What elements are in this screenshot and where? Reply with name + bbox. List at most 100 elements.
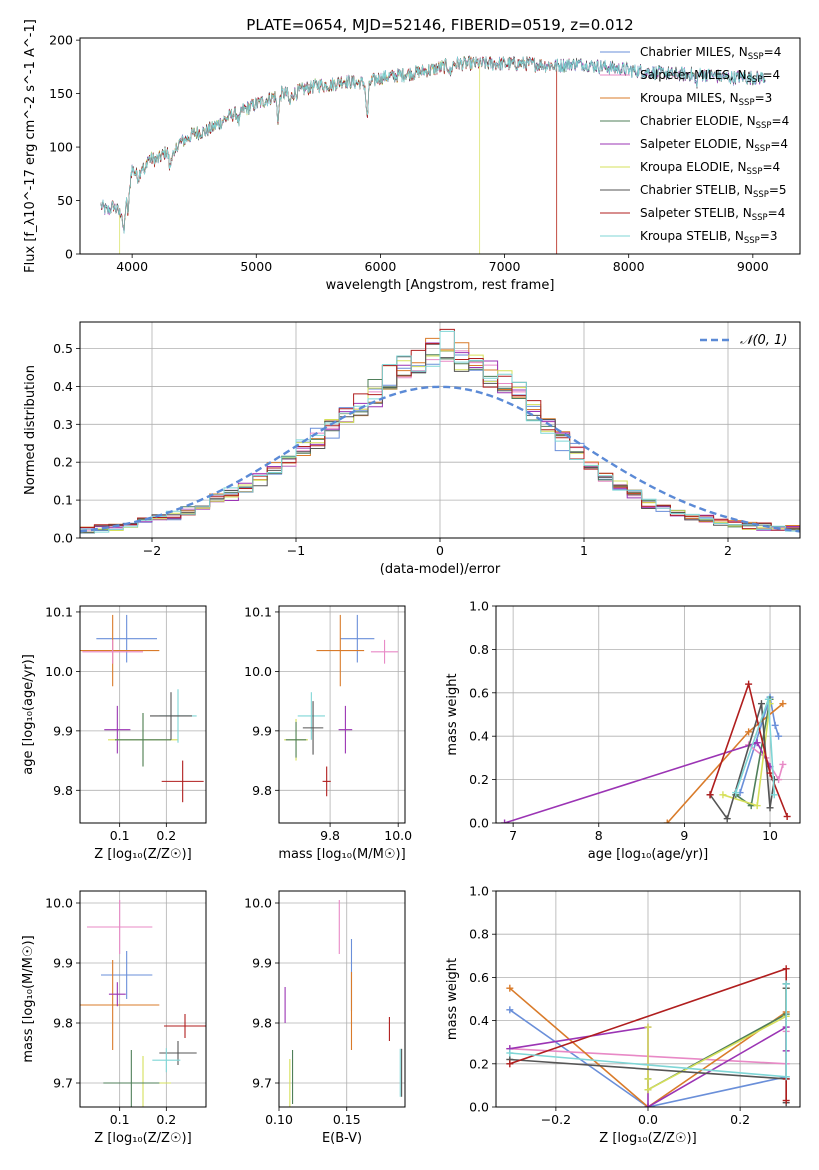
errorbar-point [82,639,143,664]
weight-marker [663,819,671,823]
x-tick-label: 0 [436,543,444,558]
y-tick-label: 10.1 [45,604,73,619]
mass-weight-vs-z-plot-area [506,965,790,1107]
y-tick-label: 9.8 [53,1016,73,1031]
legend-label: Salpeter STELIB, NSSP=4 [640,206,785,223]
x-tick-label: 0.2 [730,1112,750,1127]
errorbar-point [80,960,160,1050]
x-tick-label: 0.2 [156,1112,176,1127]
y-tick-label: 10.0 [244,896,272,911]
axes-frame [495,605,801,824]
weight-marker [501,819,509,823]
y-tick-label: 9.8 [53,783,73,798]
gaussian-curve [80,385,800,533]
weight-marker [506,1060,514,1068]
weight-marker [506,984,514,992]
axes-frame [278,605,406,824]
weight-marker [757,700,765,708]
y-tick-label: 10.0 [45,896,73,911]
weight-marker [506,1006,514,1014]
y-axis-label: mass weight [445,958,460,1040]
y-tick-label: 9.8 [252,783,272,798]
age-vs-mass-panel: 9.8 10.0 9.8 9.9 10.0 10.1 mass [log₁₀(M/M☉)] [244,604,412,862]
weight-marker [723,815,731,823]
legend-label: Kroupa ELODIE, NSSP=4 [640,160,780,177]
weight-marker [753,802,761,810]
legend-label: Kroupa MILES, NSSP=3 [640,91,772,108]
mass-weight-vs-z-panel: −0.2 0.0 0.2 0.0 0.2 0.4 0.6 0.8 1.0 Z [log₁₀(Z/Z… [445,884,801,1146]
y-tick-label: 10.0 [45,664,73,679]
axes-frame [79,890,207,1108]
weight-marker [506,1049,514,1057]
y-tick-label: 200 [49,33,73,48]
legend-label: Salpeter MILES, NSSP=4 [640,68,780,85]
x-tick-label: 0.15 [333,1112,361,1127]
weight-marker [783,812,791,820]
x-tick-label: 9.8 [320,828,340,843]
y-axis-label: age [log₁₀(age/yr)] [21,654,36,775]
weight-marker [719,791,727,799]
legend-label: Chabrier STELIB, NSSP=5 [640,183,787,200]
mass-weight-vs-age-panel: 7 8 9 10 0.0 0.2 0.4 0.6 0.8 1.0 age [log₁₀(age/yr… [445,599,801,862]
y-tick-label: 100 [49,140,73,155]
x-tick-label: 0.2 [156,828,176,843]
axes-frame [278,890,406,1108]
x-tick-label: 7000 [489,259,521,274]
x-tick-label: 5000 [240,259,272,274]
x-tick-label: −2 [143,543,161,558]
y-tick-label: 9.7 [252,1076,272,1091]
legend-label: Chabrier ELODIE, NSSP=4 [640,114,789,131]
weight-marker [782,965,790,973]
x-tick-label: 8000 [613,259,645,274]
y-tick-label: 1.0 [469,884,489,899]
x-axis-label: wavelength [Angstrom, rest frame] [326,278,555,293]
x-tick-label: 0.1 [110,828,130,843]
residuals-plot-area [80,328,800,538]
y-tick-label: 0.3 [53,417,73,432]
weight-marker [745,680,753,688]
x-tick-label: −1 [287,543,305,558]
weight-line [709,681,788,817]
y-tick-label: 0.2 [469,1056,489,1071]
errorbar-point [302,701,324,755]
weight-marker [766,700,774,708]
y-tick-label: 0.0 [469,816,489,831]
x-tick-label: 7 [509,828,517,843]
weight-marker [745,728,753,736]
y-tick-label: 0.2 [469,772,489,787]
axes-frame [79,37,801,255]
x-tick-label: 2 [724,543,732,558]
weight-marker [782,1073,790,1081]
x-tick-label: 1 [580,543,588,558]
x-tick-label: 0.10 [265,1112,293,1127]
y-tick-label: 0.6 [469,685,489,700]
y-tick-label: 10.0 [244,664,272,679]
age-vs-mass-plot-area [284,614,399,797]
errorbar-point [164,1014,206,1038]
legend-label: Salpeter ELODIE, NSSP=4 [640,137,788,154]
weight-marker [779,700,787,708]
y-tick-label: 0.4 [53,379,73,394]
y-tick-label: 9.7 [53,1076,73,1091]
y-tick-label: 50 [57,193,73,208]
weight-marker [770,791,778,799]
errorbar-point [316,614,365,687]
legend-label: Kroupa STELIB, NSSP=3 [640,229,778,246]
errorbar-point [115,713,171,767]
legend-label: 𝒩(0, 1) [740,333,787,348]
x-axis-label: (data-model)/error [380,562,501,577]
x-axis-label: Z [log₁₀(Z/Z☉)] [94,847,191,862]
x-axis-label: age [log₁₀(age/yr)] [588,847,709,862]
errorbar-point [104,705,131,754]
y-tick-label: 9.9 [53,723,73,738]
y-tick-label: 9.9 [252,723,272,738]
spectrum-panel: 4000 5000 6000 7000 8000 9000 0 50 100 150 200 wave… [23,16,801,293]
x-tick-label: 6000 [365,259,397,274]
x-tick-label: 0.1 [110,1112,130,1127]
y-tick-label: 9.8 [252,1016,272,1031]
y-axis-label: Normed distribution [23,365,38,495]
y-axis-label: mass [log₁₀(M/M☉)] [21,935,36,1062]
y-axis-label: Flux [f_λ10^-17 erg cm^-2 s^-1 A^-1] [23,19,38,273]
errorbar-point [340,614,375,663]
weight-marker [782,1097,790,1105]
